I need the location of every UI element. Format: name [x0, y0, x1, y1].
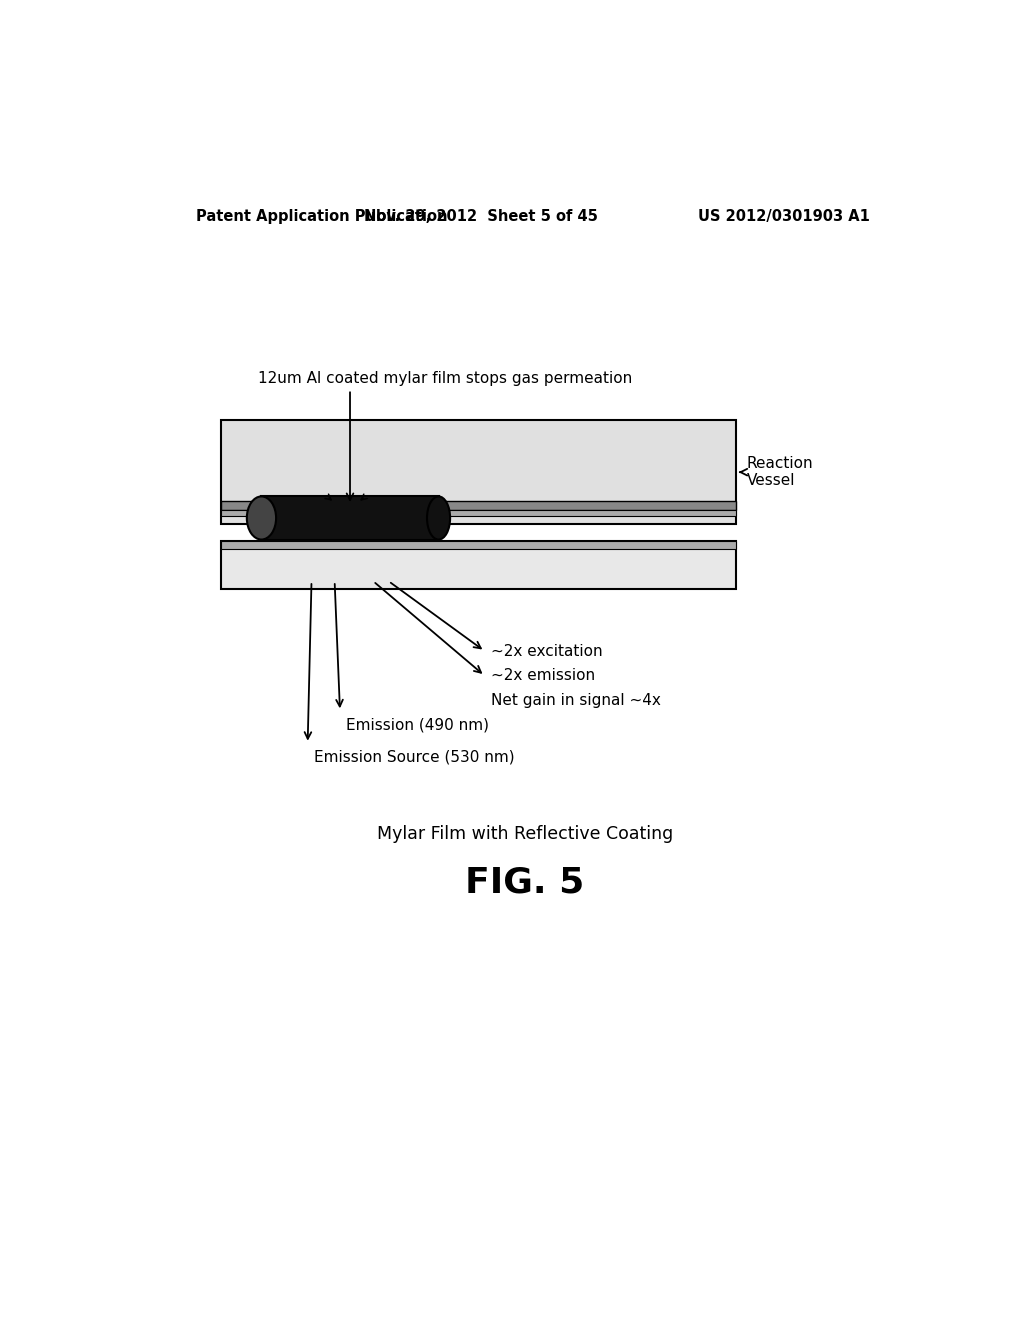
Ellipse shape [427, 496, 451, 540]
Text: Emission (490 nm): Emission (490 nm) [346, 718, 489, 733]
Bar [261, 496, 438, 540]
Text: Net gain in signal ~4x: Net gain in signal ~4x [490, 693, 660, 708]
Text: Emission Source (530 nm): Emission Source (530 nm) [313, 750, 514, 764]
Ellipse shape [247, 496, 276, 540]
Text: FIG. 5: FIG. 5 [465, 865, 585, 899]
Bar [221, 502, 736, 511]
Bar [221, 511, 736, 516]
Text: Patent Application Publication: Patent Application Publication [196, 209, 447, 223]
Text: ~2x emission: ~2x emission [490, 668, 595, 684]
Bar [221, 541, 736, 549]
Bar [221, 420, 736, 524]
Text: Mylar Film with Reflective Coating: Mylar Film with Reflective Coating [377, 825, 673, 843]
Bar [221, 541, 736, 589]
Text: US 2012/0301903 A1: US 2012/0301903 A1 [698, 209, 869, 223]
Text: ~2x excitation: ~2x excitation [490, 644, 602, 659]
Text: Reaction
Vessel: Reaction Vessel [746, 455, 813, 488]
Text: Nov. 29, 2012  Sheet 5 of 45: Nov. 29, 2012 Sheet 5 of 45 [364, 209, 598, 223]
Text: 12um Al coated mylar film stops gas permeation: 12um Al coated mylar film stops gas perm… [258, 371, 632, 385]
